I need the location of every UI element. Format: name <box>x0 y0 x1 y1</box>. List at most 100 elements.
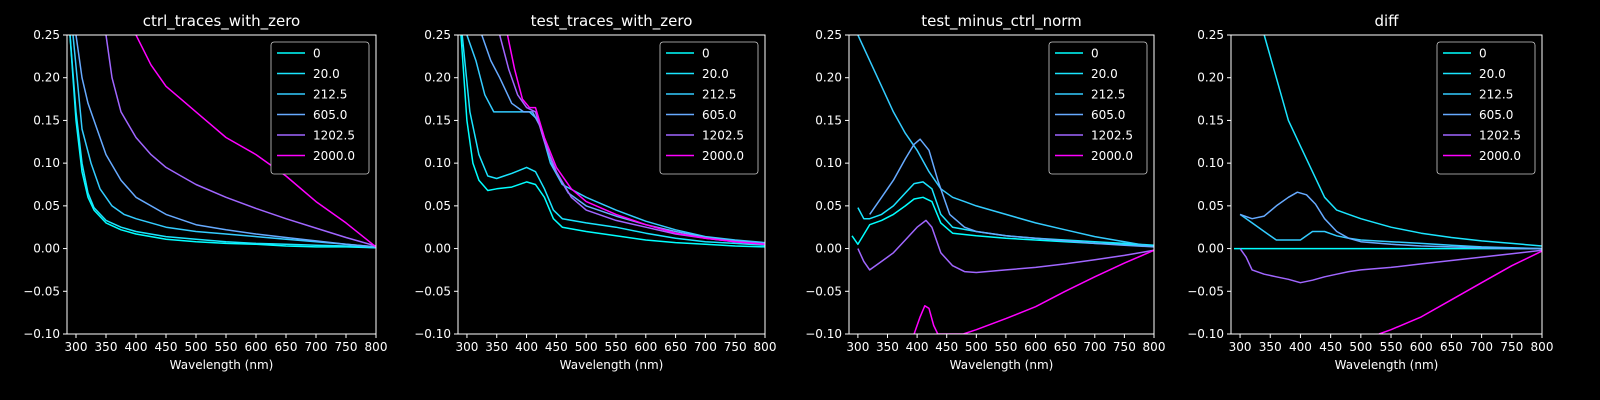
y-tick-label: −0.10 <box>23 327 60 341</box>
y-tick-label: −0.05 <box>414 284 451 298</box>
x-tick-label: 500 <box>1349 340 1372 354</box>
y-tick-label: 0.00 <box>424 242 451 256</box>
legend: 0 20.0 212.5 605.0 1202.5 2000.0 <box>1436 41 1536 175</box>
y-tick-label: 0.15 <box>1197 113 1224 127</box>
legend-label: 212.5 <box>1479 88 1513 102</box>
x-tick-label: 300 <box>1229 340 1252 354</box>
x-tick-label: 600 <box>1024 340 1047 354</box>
x-tick-label: 800 <box>365 340 388 354</box>
legend-label: 1202.5 <box>313 129 355 143</box>
x-tick-label: 300 <box>65 340 88 354</box>
legend-label: 605.0 <box>1479 108 1513 122</box>
chart-title: test_traces_with_zero <box>531 12 693 31</box>
x-tick-label: 650 <box>1440 340 1463 354</box>
x-tick-label: 550 <box>605 340 628 354</box>
legend-label: 212.5 <box>313 88 347 102</box>
x-tick-label: 450 <box>155 340 178 354</box>
series-line <box>913 249 1154 334</box>
x-tick-label: 650 <box>1054 340 1077 354</box>
x-tick-label: 350 <box>485 340 508 354</box>
legend-label: 605.0 <box>313 108 347 122</box>
chart-title: diff <box>1374 12 1399 30</box>
legend-label: 0 <box>1479 47 1487 61</box>
series-line <box>1239 213 1542 250</box>
y-tick-label: −0.10 <box>1187 327 1224 341</box>
x-tick-label: 350 <box>95 340 118 354</box>
x-tick-label: 550 <box>994 340 1017 354</box>
legend: 0 20.0 212.5 605.0 1202.5 2000.0 <box>659 41 759 175</box>
x-tick-label: 400 <box>515 340 538 354</box>
y-tick-label: −0.10 <box>414 327 451 341</box>
x-tick-label: 800 <box>1531 340 1554 354</box>
legend-box <box>270 41 370 175</box>
legend-label: 2000.0 <box>313 149 355 163</box>
x-tick-label: 350 <box>1259 340 1282 354</box>
legend-label: 605.0 <box>1091 108 1125 122</box>
y-tick-label: 0.20 <box>424 71 451 85</box>
x-tick-label: 700 <box>1470 340 1493 354</box>
y-tick-label: 0.20 <box>1197 71 1224 85</box>
series-line <box>1239 248 1542 284</box>
x-tick-label: 800 <box>754 340 777 354</box>
legend: 0 20.0 212.5 605.0 1202.5 2000.0 <box>1048 41 1148 175</box>
x-axis-label: Wavelength (nm) <box>1335 358 1439 372</box>
legend-label: 1202.5 <box>702 129 744 143</box>
x-tick-label: 350 <box>876 340 899 354</box>
y-tick-label: −0.05 <box>23 284 60 298</box>
x-tick-label: 700 <box>1083 340 1106 354</box>
legend-label: 20.0 <box>1091 67 1118 81</box>
plot-area <box>460 35 765 248</box>
series-line <box>72 35 376 248</box>
y-tick-label: 0.15 <box>424 113 451 127</box>
y-tick-label: −0.05 <box>805 284 842 298</box>
x-tick-label: 300 <box>455 340 478 354</box>
x-tick-label: 450 <box>935 340 958 354</box>
y-tick-label: 0.10 <box>1197 156 1224 170</box>
y-tick-label: −0.05 <box>1187 284 1224 298</box>
legend-box <box>1436 41 1536 175</box>
x-tick-label: 650 <box>275 340 298 354</box>
chart-panel: 300 350 400 450 500 550 600 650 700 750 800 −0.10 −0… <box>414 12 776 372</box>
legend-box <box>1048 41 1148 175</box>
legend-label: 0 <box>1091 47 1099 61</box>
y-tick-label: 0.25 <box>424 28 451 42</box>
x-tick-label: 400 <box>1289 340 1312 354</box>
y-tick-label: 0.25 <box>1197 28 1224 42</box>
y-tick-label: 0.05 <box>424 199 451 213</box>
y-tick-label: −0.10 <box>805 327 842 341</box>
axes-frame <box>848 34 1155 335</box>
x-tick-label: 300 <box>846 340 869 354</box>
legend-label: 2000.0 <box>1091 149 1133 163</box>
plot-area <box>69 35 376 249</box>
y-tick-label: 0.15 <box>33 113 60 127</box>
y-tick-label: 0.25 <box>33 28 60 42</box>
chart-panel: 300 350 400 450 500 550 600 650 700 750 800 −0.10 −0… <box>805 12 1165 372</box>
x-axis-label: Wavelength (nm) <box>560 358 664 372</box>
legend-label: 2000.0 <box>1479 149 1521 163</box>
series-line <box>75 35 376 248</box>
chart-title: ctrl_traces_with_zero <box>143 12 300 31</box>
legend-label: 1202.5 <box>1479 129 1521 143</box>
x-tick-label: 550 <box>215 340 238 354</box>
y-tick-label: 0.20 <box>815 71 842 85</box>
plot-area <box>851 35 1154 334</box>
y-tick-label: 0.20 <box>33 71 60 85</box>
legend-label: 2000.0 <box>702 149 744 163</box>
legend-label: 20.0 <box>702 67 729 81</box>
y-tick-label: 0.05 <box>33 199 60 213</box>
chart-title: test_minus_ctrl_norm <box>921 12 1082 31</box>
series-line <box>1378 250 1542 334</box>
series-line <box>1263 35 1542 247</box>
legend-label: 20.0 <box>313 67 340 81</box>
series-line <box>69 35 376 249</box>
x-tick-label: 450 <box>1319 340 1342 354</box>
x-tick-label: 550 <box>1380 340 1403 354</box>
series-line <box>466 35 765 244</box>
x-tick-label: 500 <box>965 340 988 354</box>
legend: 0 20.0 212.5 605.0 1202.5 2000.0 <box>270 41 370 175</box>
series-line <box>461 35 765 246</box>
series-line <box>857 219 1154 274</box>
x-tick-label: 400 <box>125 340 148 354</box>
x-tick-label: 500 <box>185 340 208 354</box>
y-tick-label: 0.10 <box>424 156 451 170</box>
